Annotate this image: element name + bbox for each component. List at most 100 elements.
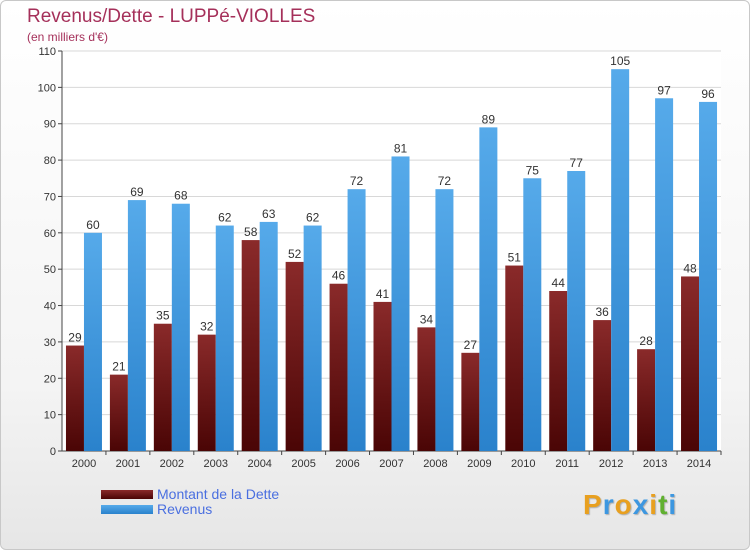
y-tick-label-40: 40 <box>44 301 56 313</box>
bar-revenue-2002 <box>171 203 190 451</box>
x-tick-label-2010: 2010 <box>511 458 535 470</box>
data-label-revenue-2008: 72 <box>438 174 452 188</box>
legend: Montant de la Dette Revenus <box>101 487 279 517</box>
y-tick-label-70: 70 <box>44 191 56 203</box>
y-tick-label-100: 100 <box>38 82 56 94</box>
data-label-revenue-2003: 62 <box>218 211 232 225</box>
x-tick-label-2006: 2006 <box>335 458 359 470</box>
bar-revenue-2005 <box>303 225 322 451</box>
x-tick-label-2001: 2001 <box>116 458 140 470</box>
logo-letter: P <box>583 489 603 520</box>
data-label-debt-2002: 35 <box>156 309 170 323</box>
data-label-revenue-2002: 68 <box>174 189 188 203</box>
x-tick-label-2003: 2003 <box>204 458 228 470</box>
bar-debt-2011 <box>549 291 568 451</box>
y-tick-label-50: 50 <box>44 264 56 276</box>
data-label-debt-2012: 36 <box>595 305 609 319</box>
data-label-debt-2005: 52 <box>288 247 302 261</box>
x-tick-label-2009: 2009 <box>467 458 491 470</box>
bar-debt-2009 <box>461 352 480 451</box>
x-tick-label-2002: 2002 <box>160 458 184 470</box>
y-tick-label-90: 90 <box>44 119 56 131</box>
data-label-revenue-2010: 75 <box>526 163 540 177</box>
legend-item-revenue: Revenus <box>101 502 279 517</box>
chart-subtitle: (en milliers d'€) <box>27 30 108 44</box>
data-label-debt-2006: 46 <box>332 269 346 283</box>
legend-item-debt: Montant de la Dette <box>101 487 279 502</box>
bar-revenue-2013 <box>655 98 674 451</box>
data-label-debt-2004: 58 <box>244 225 258 239</box>
x-tick-label-2007: 2007 <box>379 458 403 470</box>
bar-debt-2003 <box>197 334 216 451</box>
bar-revenue-2009 <box>479 127 498 451</box>
data-label-revenue-2007: 81 <box>394 141 408 155</box>
bar-revenue-2003 <box>215 225 234 451</box>
data-label-debt-2008: 34 <box>420 312 434 326</box>
bar-revenue-2007 <box>391 156 410 452</box>
data-label-revenue-2001: 69 <box>130 185 144 199</box>
bar-revenue-2011 <box>567 171 586 451</box>
data-label-revenue-2014: 96 <box>701 87 715 101</box>
logo-letter: o <box>614 489 633 520</box>
logo-letter: r <box>602 489 615 520</box>
x-tick-label-2012: 2012 <box>599 458 623 470</box>
data-label-debt-2003: 32 <box>200 320 214 334</box>
data-label-revenue-2012: 105 <box>610 54 630 68</box>
data-label-debt-2013: 28 <box>639 334 653 348</box>
data-label-debt-2007: 41 <box>376 287 390 301</box>
bar-revenue-2000 <box>83 232 102 451</box>
y-tick-label-110: 110 <box>38 46 56 58</box>
y-tick-label-20: 20 <box>44 373 56 385</box>
logo-letter: t <box>658 489 669 520</box>
bar-revenue-2012 <box>611 69 630 451</box>
data-label-revenue-2004: 63 <box>262 207 276 221</box>
bar-revenue-2010 <box>523 178 542 452</box>
bar-revenue-2014 <box>699 101 718 451</box>
bar-revenue-2008 <box>435 189 454 451</box>
logo-letter: i <box>649 489 659 520</box>
bar-debt-2005 <box>285 261 304 451</box>
x-tick-label-2014: 2014 <box>687 458 711 470</box>
bar-debt-2006 <box>329 283 348 451</box>
x-tick-label-2005: 2005 <box>291 458 315 470</box>
data-label-debt-2014: 48 <box>683 261 697 275</box>
data-label-debt-2009: 27 <box>464 338 478 352</box>
data-label-revenue-2000: 60 <box>86 218 100 232</box>
y-tick-label-30: 30 <box>44 337 56 349</box>
data-label-debt-2010: 51 <box>508 251 522 265</box>
x-tick-label-2004: 2004 <box>247 458 271 470</box>
data-label-debt-2011: 44 <box>552 276 566 290</box>
data-label-debt-2000: 29 <box>68 331 82 345</box>
bar-debt-2004 <box>241 240 260 451</box>
bar-debt-2001 <box>109 374 128 451</box>
bar-debt-2012 <box>593 320 612 451</box>
legend-swatch-debt <box>101 490 153 499</box>
bar-debt-2008 <box>417 327 436 451</box>
legend-swatch-revenue <box>101 505 153 514</box>
data-label-revenue-2006: 72 <box>350 174 364 188</box>
y-tick-label-0: 0 <box>50 446 56 458</box>
x-tick-label-2011: 2011 <box>555 458 579 470</box>
bar-debt-2014 <box>681 276 700 451</box>
x-tick-label-2000: 2000 <box>72 458 96 470</box>
x-tick-label-2008: 2008 <box>423 458 447 470</box>
logo-letter: i <box>668 489 678 520</box>
proxiti-logo: Proxiti <box>583 489 677 521</box>
legend-label-debt: Montant de la Dette <box>157 486 280 502</box>
x-tick-label-2013: 2013 <box>643 458 667 470</box>
data-label-revenue-2013: 97 <box>657 83 671 97</box>
legend-label-revenue: Revenus <box>157 501 213 517</box>
data-label-revenue-2005: 62 <box>306 211 320 225</box>
data-label-revenue-2009: 89 <box>482 112 496 126</box>
y-tick-label-80: 80 <box>44 155 56 167</box>
y-tick-label-10: 10 <box>44 410 56 422</box>
bar-debt-2013 <box>637 349 656 451</box>
bar-revenue-2006 <box>347 189 366 451</box>
bar-revenue-2001 <box>127 200 146 451</box>
chart-title: Revenus/Dette - LUPPé-VIOLLES <box>27 6 316 27</box>
data-label-revenue-2011: 77 <box>570 156 584 170</box>
y-tick-label-60: 60 <box>44 228 56 240</box>
data-label-debt-2001: 21 <box>112 360 126 374</box>
logo-letter: x <box>632 489 650 520</box>
